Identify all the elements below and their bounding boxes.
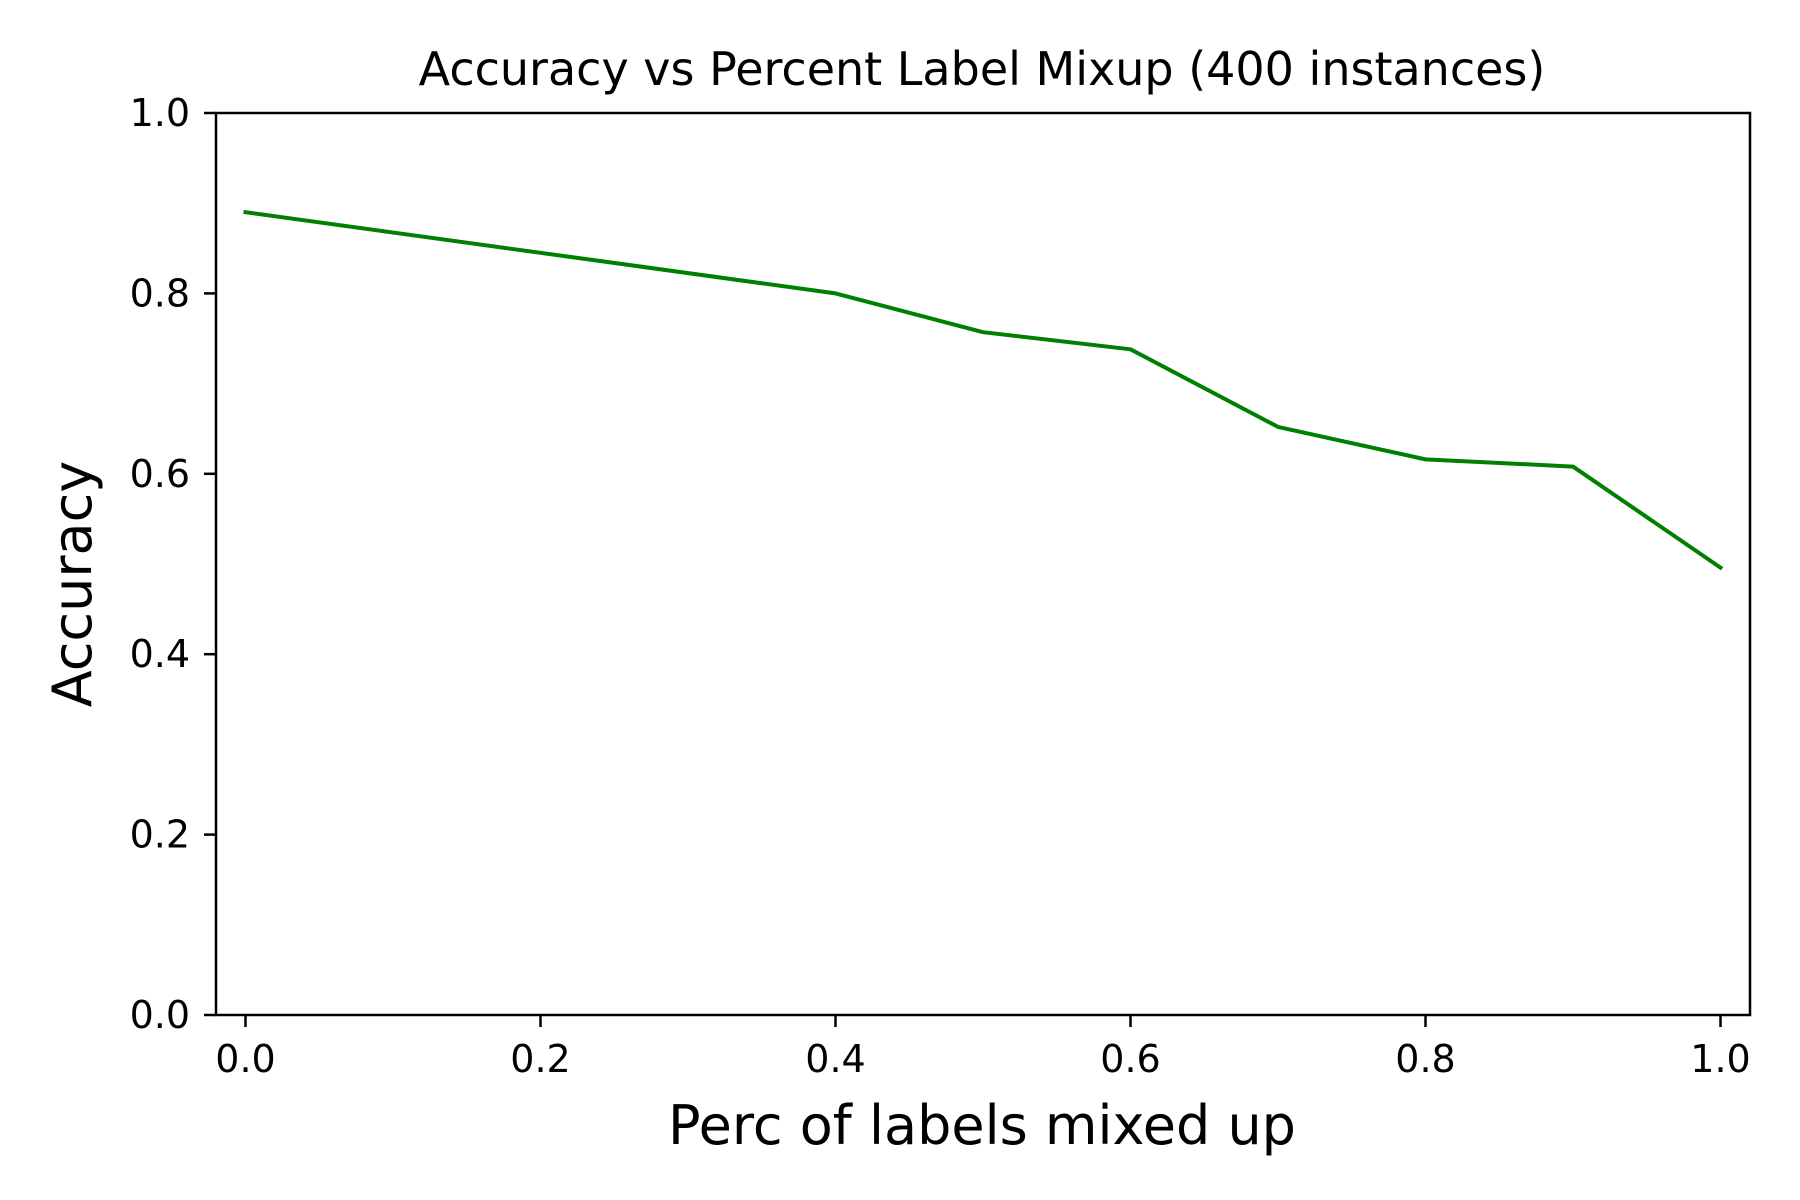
axes-frame (214, 111, 1752, 1017)
y-axis-title: Accuracy (41, 461, 104, 708)
x-tick-label: 0.6 (1100, 1037, 1160, 1081)
plot-area: 0.0 0.2 0.4 0.6 0.8 1.0 0.0 0.2 0.4 0.6 0.8 1.0 (130, 91, 1752, 1081)
y-tick-label: 0.0 (130, 993, 190, 1037)
y-tick-label: 0.6 (130, 452, 190, 496)
y-tick-label: 0.8 (130, 271, 190, 315)
x-tick-label: 0.2 (510, 1037, 570, 1081)
x-tick-label: 1.0 (1690, 1037, 1750, 1081)
x-tick-label: 0.0 (215, 1037, 275, 1081)
chart-title: Accuracy vs Percent Label Mixup (400 ins… (419, 42, 1546, 96)
series-line-1 (243, 209, 1724, 571)
y-tick-label: 0.4 (130, 632, 190, 676)
y-tick-label: 1.0 (130, 91, 190, 135)
x-tick-label: 0.8 (1395, 1037, 1455, 1081)
x-tick-label: 0.4 (805, 1037, 865, 1081)
y-tick-label: 0.2 (130, 813, 190, 857)
x-axis-title: Perc of labels mixed up (668, 1094, 1296, 1157)
